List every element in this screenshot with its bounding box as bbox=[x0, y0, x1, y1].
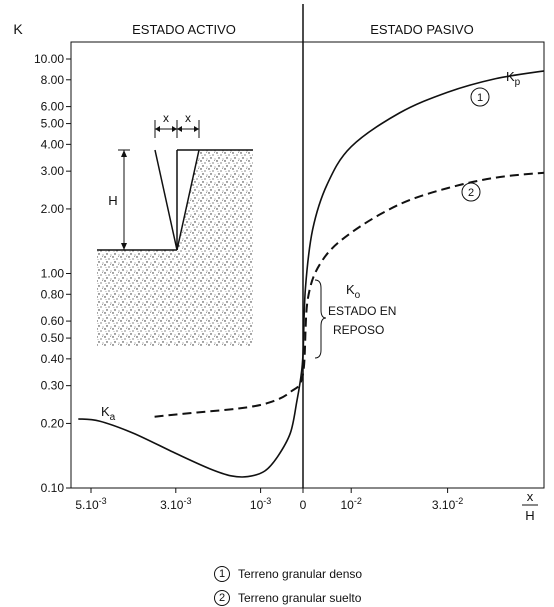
ko-label: Ko bbox=[346, 282, 361, 301]
legend-text-2: Terreno granular suelto bbox=[238, 591, 362, 605]
h-arrow-bottom bbox=[121, 243, 127, 250]
y-axis-label: K bbox=[13, 21, 23, 37]
x-arrow-2 bbox=[172, 126, 177, 132]
y-tick-label-1: 8.00 bbox=[41, 73, 65, 87]
y-tick-label-6: 2.00 bbox=[41, 202, 65, 216]
x-tick-active-1-label: 3.10-3 bbox=[160, 496, 191, 512]
y-tick-label-3: 5.00 bbox=[41, 117, 65, 131]
x-tick-zero-label: 0 bbox=[300, 498, 307, 512]
x-tick-passive-1-label: 3.10-2 bbox=[432, 496, 463, 512]
soil-lower bbox=[97, 250, 253, 346]
legend-item-2: 2 Terreno granular suelto bbox=[214, 590, 361, 606]
y-tick-label-11: 0.40 bbox=[41, 352, 65, 366]
y-tick-label-2: 6.00 bbox=[41, 100, 65, 114]
y-tick-label-8: 0.80 bbox=[41, 287, 65, 301]
passive-state-label: ESTADO PASIVO bbox=[370, 22, 474, 37]
marker-2-circle bbox=[461, 182, 481, 202]
wall-inset: H x x bbox=[97, 111, 253, 346]
y-tick-label-13: 0.20 bbox=[41, 416, 65, 430]
y-tick-label-5: 3.00 bbox=[41, 164, 65, 178]
x-arrow-1 bbox=[155, 126, 160, 132]
inset-x-right: x bbox=[185, 111, 191, 125]
y-tick-label-4: 4.00 bbox=[41, 137, 65, 151]
marker-1-circle bbox=[470, 87, 490, 107]
legend-item-1: 1 Terreno granular denso bbox=[214, 566, 362, 582]
legend-text-1: Terreno granular denso bbox=[238, 567, 363, 581]
y-tick-label-9: 0.60 bbox=[41, 314, 65, 328]
inset-x-left: x bbox=[163, 111, 169, 125]
x-tick-active-0-label: 5.10-3 bbox=[75, 496, 106, 512]
series-dense-line bbox=[78, 70, 545, 478]
y-tick-label-7: 1.00 bbox=[41, 267, 65, 281]
legend-marker-1: 1 bbox=[214, 566, 230, 582]
kp-label: Kp bbox=[506, 69, 521, 88]
h-arrow-top bbox=[121, 150, 127, 157]
x-arrow-4 bbox=[194, 126, 199, 132]
series-loose-line bbox=[154, 171, 545, 418]
x-tick-active-2-label: 10-3 bbox=[250, 496, 271, 512]
wall-rotated-left bbox=[154, 149, 178, 251]
marker-1-text: 1 bbox=[477, 92, 483, 104]
ko-brace bbox=[314, 279, 327, 359]
x-axis-label-den: H bbox=[525, 508, 534, 523]
ka-label: Ka bbox=[101, 404, 116, 423]
x-arrow-3 bbox=[177, 126, 182, 132]
y-tick-label-0: 10.00 bbox=[34, 52, 64, 66]
y-tick-label-12: 0.30 bbox=[41, 379, 65, 393]
ko-text-1: ESTADO EN bbox=[328, 304, 396, 318]
wall-rotated-right bbox=[176, 149, 200, 251]
x-tick-passive-0-label: 10-2 bbox=[341, 496, 362, 512]
x-axis-ticks: 5.10-3 3.10-3 10-3 0 10-2 3.10-2 bbox=[75, 488, 463, 512]
marker-2-text: 2 bbox=[468, 187, 474, 199]
inset-h-label: H bbox=[108, 193, 117, 208]
y-axis-ticks: 10.00 8.00 6.00 5.00 4.00 3.00 2.00 1.00 0.80 0.6… bbox=[34, 52, 71, 495]
ko-text-2: REPOSO bbox=[333, 323, 384, 337]
legend-marker-2: 2 bbox=[214, 590, 230, 606]
y-tick-label-14: 0.10 bbox=[41, 481, 65, 495]
y-tick-label-10: 0.50 bbox=[41, 331, 65, 345]
x-axis-label-num: x bbox=[527, 489, 534, 504]
active-state-label: ESTADO ACTIVO bbox=[132, 22, 236, 37]
